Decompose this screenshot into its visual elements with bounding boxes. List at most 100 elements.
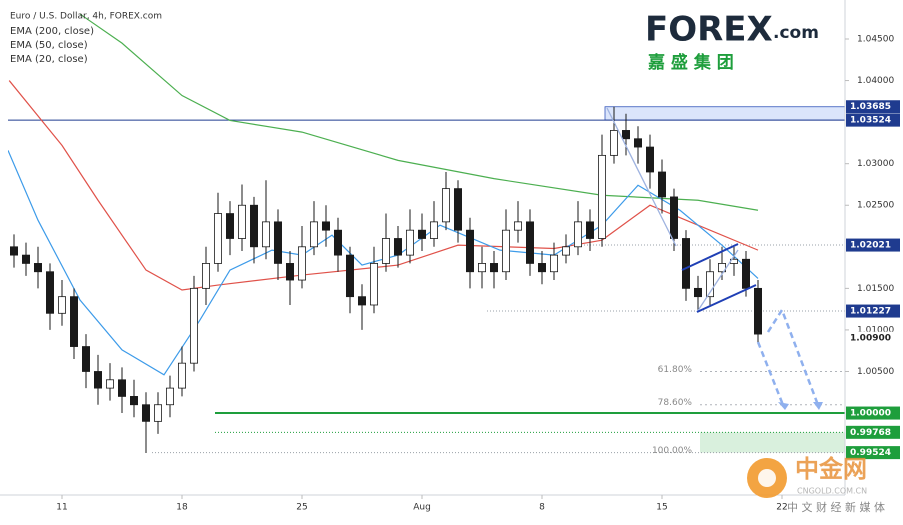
x-tick-label: Aug <box>413 503 431 513</box>
x-tick-label: 11 <box>56 503 67 513</box>
legend-entry: EMA (20, close) <box>10 54 88 65</box>
fib-label: 78.60% <box>658 398 693 408</box>
candle-body <box>273 221 282 264</box>
level-label: 0.99524 <box>850 448 891 458</box>
watermark-tagline: 中 文 财 经 新 媒 体 <box>787 500 885 514</box>
candle-body <box>309 221 318 248</box>
candle-body <box>610 130 619 156</box>
ema-line <box>79 13 759 211</box>
wedge-line <box>696 284 757 313</box>
watermark-icon <box>758 469 776 487</box>
candle-body <box>225 213 234 239</box>
trend-line <box>606 107 677 247</box>
candle-body <box>345 254 354 298</box>
projection-arrow <box>756 341 785 406</box>
candle-body <box>189 287 198 364</box>
candle-body <box>46 271 55 314</box>
candle-body <box>417 229 426 239</box>
legend-entry: EMA (50, close) <box>10 40 88 51</box>
resistance-zone <box>604 106 845 121</box>
candle-body <box>9 246 18 256</box>
candle-body <box>297 246 306 281</box>
projection-arrow <box>766 307 820 406</box>
candle-body <box>333 229 342 256</box>
y-tick-label: 1.01500 <box>857 284 894 294</box>
candles <box>9 106 763 453</box>
candle-body <box>237 204 246 239</box>
support-zone <box>700 432 845 453</box>
candle-body <box>754 287 763 335</box>
candle-body <box>321 221 330 231</box>
candle-body <box>501 229 510 273</box>
candle-body <box>285 263 294 281</box>
legend-entry: EMA (200, close) <box>10 26 94 37</box>
level-label: 0.99768 <box>850 428 891 438</box>
y-tick-label: 1.04500 <box>857 35 894 45</box>
candle-body <box>201 263 210 289</box>
candle-body <box>622 130 631 140</box>
candle-body <box>165 387 174 406</box>
candle-body <box>489 263 498 273</box>
arrow-head <box>778 402 789 410</box>
candle-body <box>118 379 127 397</box>
level-label: 1.03685 <box>850 102 891 112</box>
wedge-line <box>681 243 739 271</box>
watermark-site: CNGOLD.COM.CN <box>797 487 867 496</box>
level-label: 1.01227 <box>850 307 891 317</box>
candle-body <box>357 296 366 306</box>
candle-body <box>742 258 751 289</box>
plot-back: 61.80% 78.60% 100.00% <box>8 13 845 456</box>
candle-body <box>574 221 583 248</box>
candle-body <box>526 221 535 264</box>
level-label-bg <box>846 238 900 252</box>
candle-body <box>94 371 103 389</box>
candle-body <box>658 171 667 198</box>
candle-body <box>106 379 115 389</box>
level-label: 1.00900 <box>850 334 891 344</box>
level-label-bg <box>846 113 900 127</box>
candle-body <box>129 396 138 406</box>
logo-suffix: .com <box>773 23 819 43</box>
candle-body <box>453 188 462 231</box>
candle-body <box>70 296 79 347</box>
annotations <box>606 107 823 410</box>
level-label: 1.03524 <box>850 116 891 126</box>
x-tick-label: 22 <box>776 503 787 513</box>
candle-body <box>550 254 559 273</box>
level-label-bg <box>846 406 900 420</box>
logo-subtitle: 嘉 盛 集 团 <box>647 52 734 73</box>
level-label: 1.02021 <box>850 241 891 251</box>
ema-line <box>8 150 759 376</box>
x-tick-label: 15 <box>656 503 667 513</box>
candle-body <box>21 254 30 264</box>
candle-body <box>694 287 703 298</box>
candle-body <box>405 229 414 256</box>
candle-body <box>58 296 67 314</box>
y-tick-label: 1.04000 <box>857 76 894 86</box>
arrow-head <box>813 402 823 410</box>
level-label-bg <box>846 100 900 114</box>
x-tick-label: 18 <box>176 503 188 513</box>
watermark-name: 中金网 <box>795 455 867 483</box>
candle-body <box>670 196 679 239</box>
watermark: 中金网 CNGOLD.COM.CN 中 文 财 经 新 媒 体 <box>747 455 885 514</box>
candle-body <box>514 221 523 231</box>
level-label-bg <box>846 331 900 345</box>
candle-body <box>141 404 150 422</box>
candle-body <box>706 271 715 298</box>
candle-body <box>465 229 474 273</box>
y-tick-label: 1.00500 <box>857 367 894 377</box>
candle-body <box>381 238 390 264</box>
fib-label: 100.00% <box>652 446 692 456</box>
candle-body <box>441 188 450 223</box>
candle-body <box>598 154 607 239</box>
candle-body <box>562 246 571 256</box>
candle-body <box>177 362 186 389</box>
candle-body <box>586 221 595 239</box>
candle-body <box>682 238 691 289</box>
level-label-bg <box>846 304 900 318</box>
trend-line <box>696 249 739 313</box>
candle-body <box>393 238 402 256</box>
y-tick-label: 1.02500 <box>857 201 894 211</box>
